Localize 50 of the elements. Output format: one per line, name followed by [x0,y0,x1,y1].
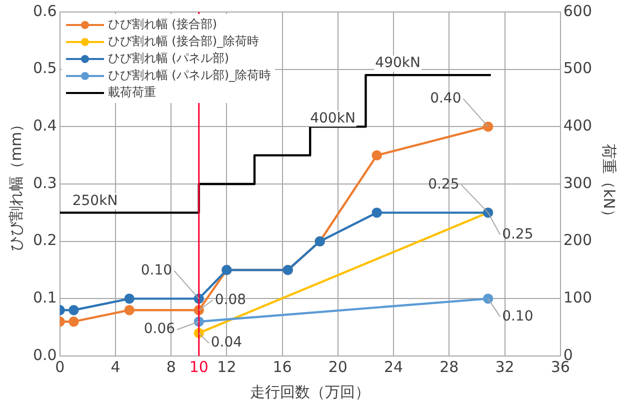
data-label: 0.04 [210,334,242,351]
point [68,316,79,327]
x-tick-label: 0 [55,358,65,376]
data-label: 0.25 [502,226,534,242]
annotation: 400kN [310,110,356,126]
point [482,122,494,132]
x-tick-label: 28 [440,358,459,376]
point [124,305,134,316]
y2-tick-label: 100 [563,288,592,307]
point [372,150,382,160]
data-label: 0.10 [502,308,534,324]
legend-label: ひび割れ幅 (パネル部)_除荷時 [108,67,272,84]
y-tick-label: 0.0 [32,346,57,364]
x-tick-label: 8 [166,358,176,376]
y2-tick-label: 500 [563,59,592,78]
y-axis-title: ひび割れ幅（mm） [6,116,25,252]
point [482,294,494,304]
x-tick-label: 12 [217,358,236,376]
x-tick-label: 16 [272,358,292,376]
y-tick-label: 0.4 [32,116,57,135]
legend-label: ひび割れ幅 (接合部) [108,16,218,33]
point [124,294,134,304]
point [372,208,382,218]
data-label: 0.06 [144,321,176,338]
x-tick-label: 10 [189,358,208,376]
y2-tick-label: 200 [563,231,592,250]
x-tick-label: 24 [384,358,404,376]
point [68,305,79,316]
y2-tick-label: 400 [563,116,592,135]
y-tick-label: 0.3 [32,174,57,192]
data-label: 0.10 [140,262,172,278]
x-tick-label: 32 [495,358,514,376]
legend-label: ひび割れ幅 (パネル部) [108,50,230,67]
data-label: 0.40 [430,90,462,106]
annotation: 250kN [72,192,118,209]
data-label: 0.25 [428,176,460,192]
legend-label: 載荷荷重 [108,84,156,101]
x-tick-label: 4 [110,358,120,376]
y-tick-label: 0.5 [32,59,57,78]
legend-label: ひび割れ幅 (接合部)_除荷時 [108,33,260,50]
x-axis-title: 走行回数（万回） [250,382,370,401]
y-tick-label: 0.1 [32,288,57,307]
data-label: 0.08 [214,292,246,308]
y2-tick-label: 300 [563,174,592,192]
annotation: 490kN [375,55,420,72]
y2-tick-label: 600 [563,2,592,20]
y2-axis-title: 荷重（kN） [600,144,618,224]
x-tick-label: 20 [328,358,348,376]
y-tick-label: 0.2 [32,231,57,250]
y-tick-label: 0.6 [32,2,57,20]
